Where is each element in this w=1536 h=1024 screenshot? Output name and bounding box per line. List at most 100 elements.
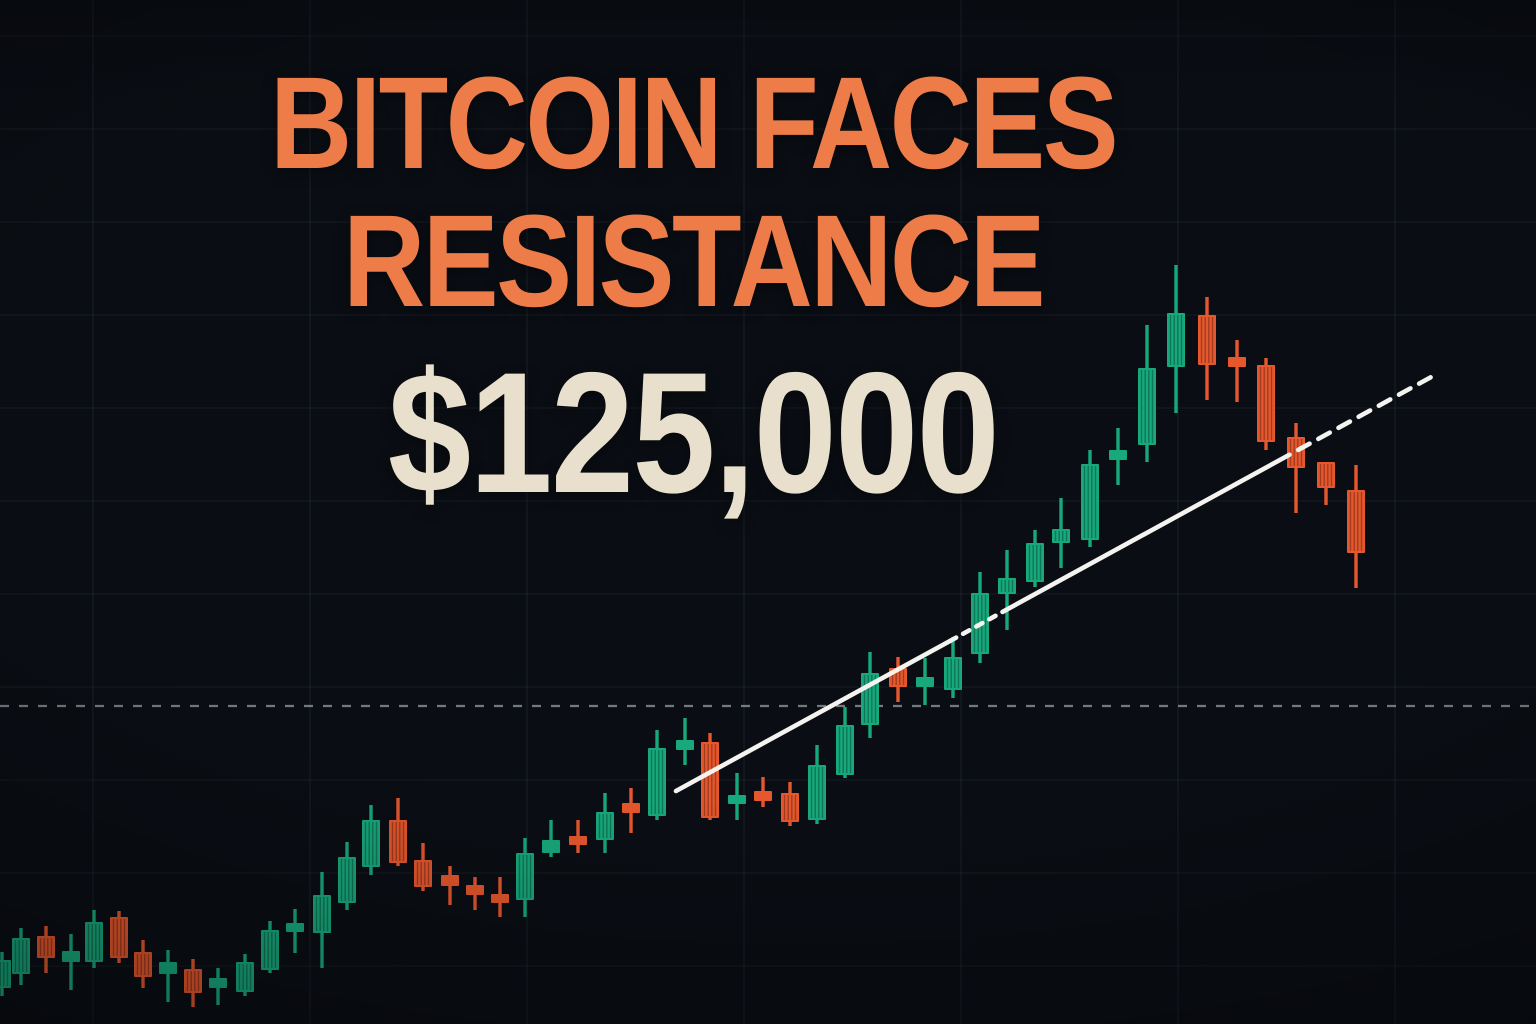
candle-up <box>1052 498 1070 568</box>
candle-up <box>542 820 560 857</box>
candle-body <box>236 962 254 992</box>
candle-body <box>754 791 772 801</box>
candle-down <box>622 788 640 833</box>
candle-body <box>389 820 407 863</box>
candle-body <box>1257 365 1275 442</box>
candle-body <box>676 740 694 750</box>
candle-up <box>916 658 934 705</box>
candle-up <box>676 718 694 765</box>
candle-body <box>1026 543 1044 582</box>
candle-up <box>1026 530 1044 587</box>
candle-down <box>1198 297 1216 400</box>
candle-up <box>0 952 11 996</box>
candle-body <box>414 860 432 887</box>
candle-body <box>37 936 55 958</box>
candle-body <box>542 840 560 853</box>
candle-up <box>12 928 30 985</box>
candle-body <box>134 952 152 977</box>
candle-up <box>728 773 746 820</box>
candle-body <box>261 930 279 970</box>
candle-up <box>648 730 666 820</box>
candle-body <box>916 677 934 687</box>
candle-down <box>701 733 719 820</box>
candle-up <box>209 968 227 1005</box>
candle-up <box>236 954 254 996</box>
candle-down <box>889 657 907 702</box>
candle-body <box>1081 464 1099 540</box>
candle-down <box>491 877 509 917</box>
candle-up <box>596 793 614 853</box>
candle-up <box>362 805 380 875</box>
candle-body <box>286 923 304 932</box>
candle-up <box>1081 450 1099 547</box>
candle-body <box>1198 315 1216 365</box>
candle-body <box>1167 313 1185 367</box>
candle-body <box>313 895 331 933</box>
trendline-solid-segment <box>673 638 953 794</box>
trendline-dashed-segment <box>947 607 1009 644</box>
candle-body <box>781 793 799 822</box>
candle-down <box>110 911 128 963</box>
price-label: $125,000 <box>387 337 1000 529</box>
candle-body <box>701 742 719 818</box>
candle-up <box>313 872 331 968</box>
candle-body <box>338 857 356 903</box>
candle-body <box>85 922 103 962</box>
candle-body <box>110 917 128 958</box>
candle-body <box>1347 490 1365 553</box>
candle-body <box>648 748 666 816</box>
candle-body <box>1138 368 1156 445</box>
candle-body <box>596 812 614 840</box>
candle-body <box>944 657 962 690</box>
candle-body <box>808 765 826 820</box>
candle-down <box>754 777 772 807</box>
candle-up <box>998 550 1016 630</box>
candle-body <box>491 894 509 903</box>
candle-down <box>1287 423 1305 513</box>
candle-up <box>861 652 879 738</box>
candle-up <box>516 838 534 917</box>
candle-body <box>622 803 640 813</box>
candle-body <box>62 951 80 962</box>
candle-down <box>441 866 459 905</box>
candle-body <box>1109 450 1127 460</box>
candle-down <box>389 798 407 866</box>
candle-body <box>209 978 227 988</box>
candle-body <box>569 836 587 845</box>
candle-body <box>516 853 534 900</box>
trendline-solid-segment <box>1003 458 1281 613</box>
candle-up <box>1138 325 1156 462</box>
candle-body <box>998 578 1016 594</box>
candle-down <box>1347 465 1365 588</box>
headline-line-2: RESISTANCE <box>342 187 1046 334</box>
candle-body <box>1317 462 1335 488</box>
candle-down <box>37 926 55 973</box>
candle-body <box>1287 437 1305 468</box>
candle-up <box>1109 428 1127 485</box>
candle-down <box>1257 358 1275 450</box>
candle-body <box>441 875 459 886</box>
trendline-dashed-segment <box>1275 373 1436 464</box>
headline-line-1: BITCOIN FACES <box>269 49 1119 196</box>
candle-up <box>261 921 279 973</box>
candle-down <box>569 820 587 853</box>
candle-down <box>184 959 202 1007</box>
candle-body <box>159 962 177 974</box>
candle-down <box>1317 462 1335 505</box>
candle-body <box>466 885 484 895</box>
candle-body <box>728 795 746 804</box>
candle-body <box>836 725 854 775</box>
candle-up <box>808 745 826 824</box>
candle-body <box>0 960 11 988</box>
candles-group <box>0 265 1365 1007</box>
candle-up <box>971 572 989 663</box>
candle-body <box>362 820 380 867</box>
candle-down <box>134 940 152 988</box>
candle-down <box>1228 340 1246 402</box>
candle-up <box>338 842 356 910</box>
candle-body <box>184 969 202 993</box>
candle-body <box>1228 357 1246 367</box>
